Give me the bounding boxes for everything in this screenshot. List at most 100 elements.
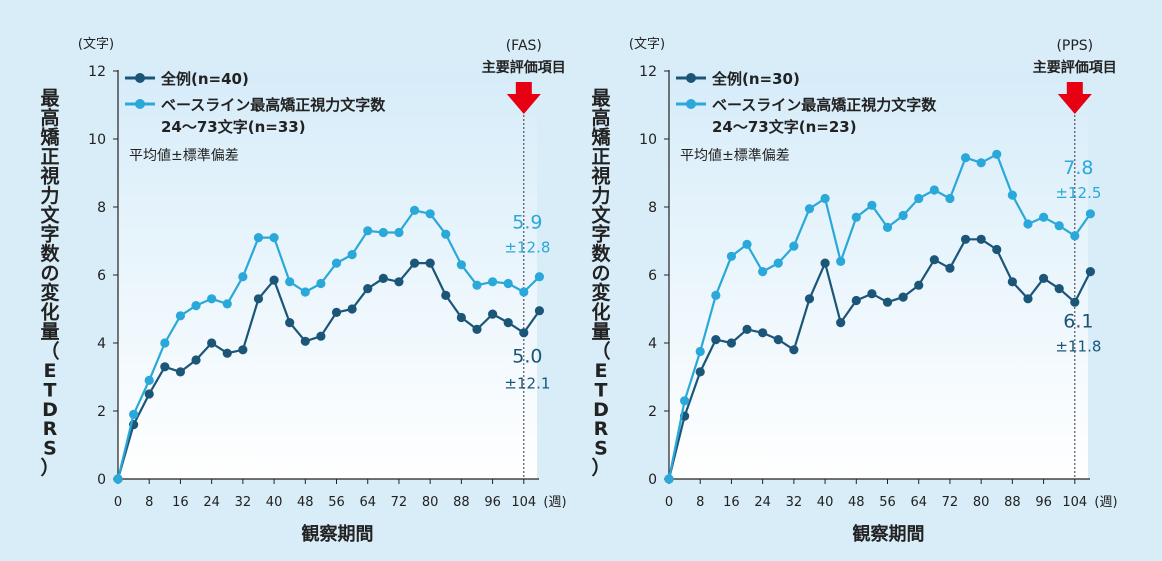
end-sd-label: ±12.8 [504,239,550,257]
x-unit-label: (週) [543,495,566,510]
data-point [711,290,721,300]
data-point [960,153,971,163]
legend-item: ベースライン最高矯正視力文字数 24〜73文字(n=23) [676,96,937,136]
data-point [238,272,248,282]
y-tick-label: 8 [648,200,657,216]
x-tick-label: 72 [391,495,408,510]
x-tick-label: 64 [910,495,927,510]
data-point [363,226,373,236]
series-2: 7.8 ±12.5 [664,149,1101,484]
data-point [882,222,893,232]
data-point [487,309,498,319]
y-axis-title-char: （ [40,339,59,362]
data-point [253,233,264,243]
end-sd-label: ±12.1 [504,375,550,393]
data-point [409,205,420,215]
series-line [116,209,541,480]
data-point [664,474,674,484]
x-tick-label: 48 [297,495,314,510]
note-label: 平均値±標準偏差 [129,148,239,164]
x-tick-label: 8 [696,495,704,510]
endpoint-label: 主要評価項目 [482,59,566,76]
data-point [820,193,830,204]
data-point [503,278,513,289]
data-point [222,348,232,358]
y-tick-label: 6 [97,268,106,284]
y-tick-label: 4 [97,336,106,352]
x-tick-label: 40 [817,495,834,510]
legend-label: 全例(n=40) [160,70,249,88]
y-axis-title-char: 化 [591,301,610,324]
data-point [882,297,893,307]
data-point [1023,219,1033,229]
y-unit-label: (文字) [629,37,665,52]
x-tick-label: 16 [723,495,740,510]
y-axis-title-char: 変 [40,281,59,304]
data-point [758,267,768,277]
data-point [1070,297,1080,307]
data-point [347,304,357,314]
y-axis-title-char: 視 [590,164,610,187]
data-point [207,338,217,348]
data-point [929,255,939,265]
data-point [898,210,908,221]
y-tick-label: 6 [648,268,657,284]
x-tick-label: 96 [1035,495,1052,510]
y-axis-title-char: （ [591,339,610,362]
data-point [378,273,388,283]
data-point [175,367,186,377]
data-point [207,294,217,304]
y-tick-label: 10 [639,132,657,148]
x-tick-label: 88 [453,495,470,510]
series-1: 6.1 ±11.8 [664,234,1101,484]
end-value-label: 6.1 [1063,311,1093,333]
data-point [1085,267,1096,277]
data-point [836,256,846,266]
x-tick-label: 56 [328,495,345,510]
y-axis-title-char: E [44,360,57,382]
data-point [394,277,404,287]
x-tick-label: 64 [359,495,376,510]
end-value-label: 7.8 [1063,157,1093,179]
endpoint-set-label: (FAS) [506,38,542,54]
x-tick-label: 8 [145,495,153,510]
data-point [1085,209,1096,219]
data-point [867,289,877,299]
data-point [316,331,326,341]
data-point [914,280,924,290]
data-point [1007,277,1017,287]
y-axis-title-char: R [43,418,58,440]
y-tick-label: 12 [639,64,657,80]
y-tick-label: 4 [648,336,657,352]
data-point [1023,294,1033,304]
data-point [898,292,908,302]
legend-label-line2: 24〜73文字(n=33) [161,118,306,136]
note-label: 平均値±標準偏差 [680,148,790,164]
y-axis-title-char: R [594,418,609,440]
x-axis-title: 観察期間 [302,523,374,545]
data-point [820,258,830,268]
endpoint-label: 主要評価項目 [1033,59,1117,76]
data-point [269,233,279,243]
data-point [976,158,986,168]
end-value-label: 5.9 [512,212,542,234]
data-point [113,474,123,484]
series-1: 5.0 ±12.1 [113,258,550,484]
data-point [378,227,388,238]
data-point [742,239,752,249]
data-point [331,307,342,317]
data-point [742,324,752,334]
data-point [285,277,295,287]
y-tick-label: 2 [97,404,106,420]
y-axis-title-char: S [594,438,608,460]
data-point [253,294,264,304]
data-point [914,193,924,204]
legend-item: 全例(n=40) [125,70,249,88]
x-tick-label: 16 [172,495,189,510]
x-tick-label: 104 [1062,495,1087,510]
y-tick-label: 8 [97,200,106,216]
y-axis-title-char: の [40,263,59,285]
data-point [238,345,248,355]
data-point [945,263,955,273]
